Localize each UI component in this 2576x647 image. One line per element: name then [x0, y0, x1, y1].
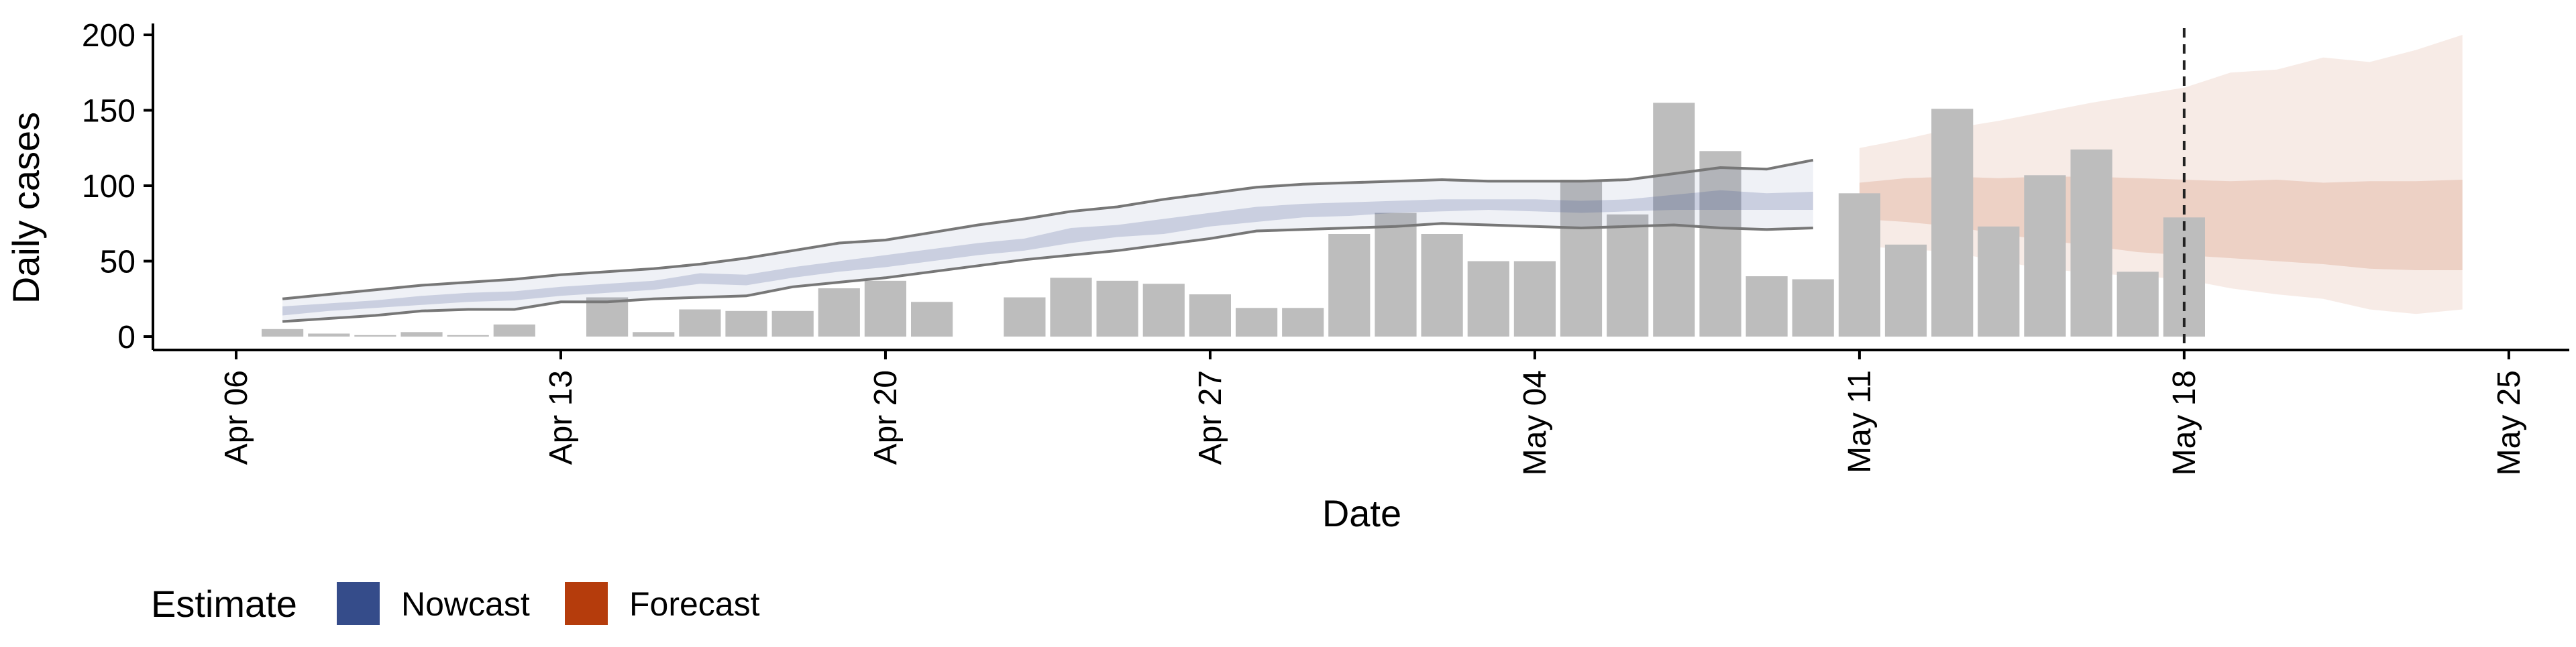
- x-tick-label: May 11: [1842, 370, 1878, 473]
- legend-label-forecast: Forecast: [629, 585, 760, 623]
- nowcast-upper-line: [282, 158, 1814, 300]
- bar: [1142, 284, 1185, 337]
- bar-group: [262, 103, 2205, 337]
- bar: [586, 297, 629, 337]
- bar: [262, 329, 304, 337]
- bar: [1467, 261, 1509, 337]
- y-tick-label: 0: [117, 320, 136, 355]
- y-tick-label: 200: [82, 18, 136, 54]
- x-axis-ticks: Apr 06 Apr 13 Apr 20 Apr 27 May 04 May 11 May …: [219, 350, 2527, 475]
- nowcast-90-interval: [282, 160, 1813, 322]
- bar: [1931, 109, 1974, 337]
- bar: [1792, 279, 1834, 337]
- bar: [493, 325, 535, 337]
- bar: [308, 333, 350, 337]
- bar: [1560, 180, 1603, 337]
- bar: [2070, 150, 2112, 337]
- x-tick-label: May 04: [1517, 370, 1553, 475]
- y-tick-label: 150: [82, 94, 136, 129]
- x-tick-label: Apr 27: [1193, 370, 1228, 465]
- bar: [771, 310, 814, 337]
- nowcast-50-interval: [282, 190, 1813, 316]
- bar: [1328, 234, 1371, 337]
- bar: [1096, 280, 1138, 337]
- bar: [1050, 278, 1092, 337]
- bar: [1884, 244, 1927, 337]
- x-tick-label: Apr 20: [868, 370, 904, 465]
- bar: [1282, 308, 1324, 337]
- bar: [864, 280, 906, 337]
- nowcast-interval-lines: [282, 158, 1814, 323]
- x-tick-label: May 18: [2167, 370, 2202, 475]
- y-tick-label: 50: [100, 245, 136, 280]
- x-tick-label: Apr 06: [219, 370, 254, 465]
- forecast-50-interval: [1859, 176, 2463, 270]
- bar: [1421, 234, 1463, 337]
- bar: [2024, 175, 2066, 337]
- bar: [1978, 226, 2020, 337]
- bar: [447, 335, 489, 337]
- bar: [1746, 276, 1788, 337]
- bar: [818, 288, 860, 337]
- bar: [911, 302, 953, 337]
- y-axis-ticks: 0 50 100 150 200: [82, 18, 153, 355]
- bar: [1653, 103, 1695, 337]
- legend-label-nowcast: Nowcast: [401, 585, 530, 623]
- bar: [1004, 297, 1046, 337]
- x-tick-label: Apr 13: [543, 370, 579, 465]
- bar: [1189, 294, 1231, 337]
- legend: Estimate Nowcast Forecast: [151, 582, 760, 625]
- bar: [1607, 214, 1649, 337]
- bar: [1513, 261, 1556, 337]
- bar: [1838, 193, 1880, 337]
- nowcast-lower-line: [282, 222, 1813, 323]
- bar: [2116, 272, 2159, 337]
- nowcast-bands: [282, 160, 1813, 322]
- bar: [400, 332, 443, 337]
- legend-title: Estimate: [151, 583, 297, 625]
- x-axis-title: Date: [1322, 492, 1401, 534]
- bar: [1699, 151, 1741, 337]
- bar: [1236, 308, 1278, 337]
- legend-key-nowcast: [337, 582, 380, 625]
- bar: [679, 309, 721, 337]
- x-tick-label: May 25: [2491, 370, 2527, 475]
- bar: [354, 335, 396, 337]
- legend-key-forecast: [565, 582, 608, 625]
- y-tick-label: 100: [82, 169, 136, 204]
- bar: [725, 310, 767, 337]
- bar: [1375, 213, 1417, 337]
- y-axis-title: Daily cases: [5, 112, 47, 304]
- bar: [633, 332, 675, 337]
